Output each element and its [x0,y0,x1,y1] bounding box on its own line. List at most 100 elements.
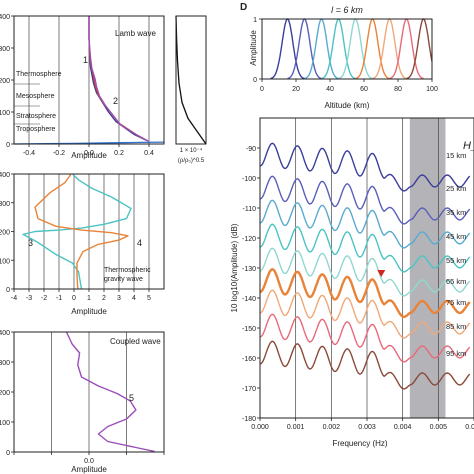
panel-a-inset [175,15,207,145]
panel-d-top-bumps [270,18,433,80]
spectrum-line-55km [259,247,471,297]
panel-c-wave-label: Coupled wave [110,337,161,346]
panel-d-top-ticks: 0 20 40 60 80 100 0 1 [253,17,438,93]
spectrum-line-75km [259,289,471,339]
y-tick-label: 300 [0,46,10,53]
spectrum-line-65km [259,268,471,319]
altitude-bump-5 [338,18,373,80]
marker-triangle [377,270,386,277]
spectrum-line-95km [259,340,471,390]
legend-entry-15km: 15 km [446,151,466,160]
panel-d-top-title: l = 6 km [331,5,363,15]
panel-b-wave-label-2: gravity wave [104,276,143,283]
x-tick-label: 0 [260,86,264,93]
x-tick-label: 100 [426,86,438,93]
curve-label-2: 2 [113,96,118,106]
panel-c-grid [51,332,127,452]
layer-label-mesosphere: Mesosphere [16,93,55,100]
spectrum-line-35km [259,199,471,249]
altitude-bump-8 [389,18,424,80]
panel-a-xlabel: Amplitude [71,151,107,160]
x-tick-label: -0.2 [53,150,65,157]
panel-b-ticks: -4 -3 -2 -1 0 1 2 3 4 5 0 100 200 300 400 [0,172,151,302]
x-tick-label: 0.2 [114,150,124,157]
spectrum-line-15km [259,142,471,192]
panel-d-main-legend: 15 km 25 km 35 km 45 km 55 km 65 km 75 km 85 km… [446,151,466,358]
altitude-bump-7 [372,18,407,80]
legend-entry-75km: 75 km [446,298,466,307]
spectrum-line-45km [259,223,471,273]
y-tick-label: 400 [0,172,10,179]
panel-d-main-xlabel: Frequency (Hz) [332,439,387,448]
curve-label-5: 5 [129,393,134,403]
x-tick-label: -0.4 [23,150,35,157]
x-tick-label: 60 [360,86,368,93]
legend-entry-95km: 95 km [446,349,466,358]
panel-d-label: D [240,2,247,13]
x-tick-label: 5 [147,295,151,302]
curve-label-4: 4 [137,238,142,248]
panel-b-wave-label-1: Thermospheric [104,267,151,274]
shaded-band [409,118,446,418]
inset-xlabel: (ρ/ρ₀)^0.5 [178,158,205,164]
y-tick-label: 100 [0,420,10,427]
legend-entry-45km: 45 km [446,232,466,241]
series-line-1 [22,173,132,290]
y-tick-label: 0 [6,142,10,149]
legend-title: H_c [463,140,474,152]
x-tick-label: 0.0 [84,458,94,465]
x-tick-label: 0.005 [430,424,448,431]
y-tick-label: 0 [6,287,10,294]
panel-d-main-marker [377,270,386,277]
panel-c-xlabel: Amplitude [71,465,107,474]
y-tick-label: -150 [242,326,256,333]
layer-label-thermosphere: Thermosphere [16,71,62,78]
x-tick-label: 2 [102,295,106,302]
x-tick-label: 4 [132,295,136,302]
panel-b-xlabel: Amplitude [71,307,107,316]
altitude-bump-9 [406,18,433,80]
y-tick-label: -160 [242,356,256,363]
panel-b: -4 -3 -2 -1 0 1 2 3 4 5 0 100 200 300 400 3 4 Thermosp… [0,172,165,316]
panel-d-main-band [409,118,446,418]
y-tick-label: -180 [242,416,256,423]
y-tick-label: -140 [242,296,256,303]
altitude-bump-6 [355,18,390,80]
x-tick-label: 0.004 [394,424,412,431]
altitude-bump-3 [304,18,339,80]
y-tick-label: 400 [0,14,10,21]
series-line-1 [65,331,155,453]
panel-d-main-ticks: 0.000 0.001 0.002 0.003 0.004 0.005 0.006 -180 -… [242,146,474,431]
legend-entry-25km: 25 km [446,184,466,193]
series-line-3 [88,16,150,142]
panel-d-top-ylabel: Amplitude [249,30,258,66]
altitude-bump-1 [270,18,305,80]
y-tick-label: -110 [243,206,257,213]
y-tick-label: 200 [0,230,10,237]
panel-a: -0.4 -0.2 0.0 0.2 0.4 0 100 200 300 400 Lamb wave… [0,14,207,164]
y-tick-label: 300 [0,201,10,208]
panel-d-top-xlabel: Altitude (km) [325,101,370,110]
panel-d-main-ylabel: 10 log10(Amplitude) (dB) [230,223,239,312]
altitude-bump-2 [287,18,322,80]
panel-a-inset-frame [175,15,207,145]
x-tick-label: 80 [394,86,402,93]
panel-c: 0.0 0 100 200 300 400 Coupled wave 5 Amplitud… [0,330,165,474]
x-tick-label: 0.006 [465,424,474,431]
y-tick-label: -120 [242,236,256,243]
x-tick-label: -1 [56,295,62,302]
y-tick-label: 200 [0,390,10,397]
panel-d-main-lines [259,142,471,390]
x-tick-label: 0.000 [251,424,269,431]
curve-label-3: 3 [28,238,33,248]
legend-entry-65km: 65 km [446,277,466,286]
x-tick-label: 0 [72,295,76,302]
y-tick-label: -170 [242,386,256,393]
x-tick-label: 3 [117,295,121,302]
panel-c-ticks: 0.0 0 100 200 300 400 [0,330,165,465]
y-tick-label: -100 [242,176,256,183]
panel-d: D l = 6 km 0 20 40 60 80 100 0 1 Amplitude Alti… [230,2,474,448]
x-tick-label: 0.002 [323,424,341,431]
x-tick-label: 20 [292,86,300,93]
